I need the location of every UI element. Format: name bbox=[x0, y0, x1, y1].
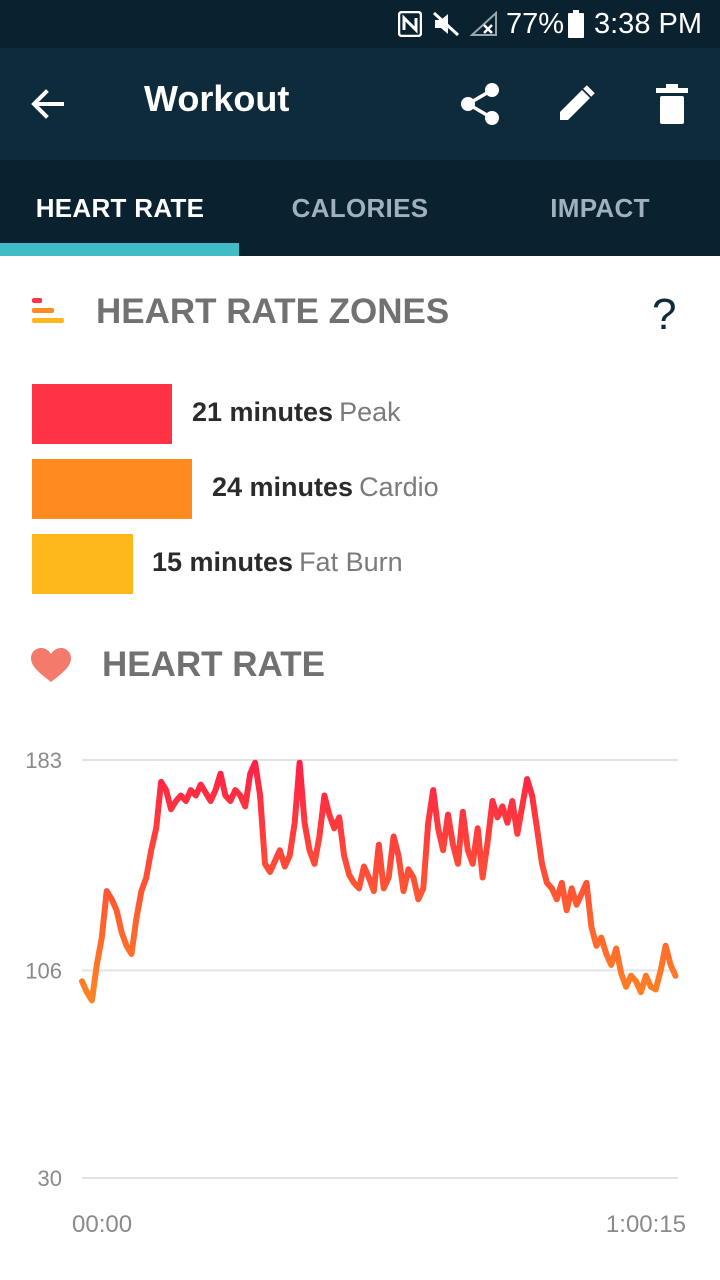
zone-bar-fat-burn bbox=[32, 534, 133, 594]
y-tick-label: 106 bbox=[25, 958, 62, 983]
zone-label-peak: 21 minutes Peak bbox=[192, 397, 401, 428]
heart-rate-title: HEART RATE bbox=[102, 645, 325, 684]
signal-icon bbox=[469, 11, 498, 37]
zone-name: Peak bbox=[339, 397, 401, 427]
status-bar: 77% 3:38 PM bbox=[0, 0, 720, 48]
zone-bar-peak bbox=[32, 384, 172, 444]
heart-icon bbox=[30, 648, 72, 684]
y-tick-label: 183 bbox=[25, 748, 62, 773]
battery-text: 77% bbox=[505, 7, 564, 40]
app-bar: Workout bbox=[0, 48, 720, 160]
active-tab-indicator bbox=[0, 243, 239, 256]
zone-minutes: 21 minutes bbox=[192, 397, 334, 427]
page-title: Workout bbox=[144, 78, 290, 119]
pencil-icon[interactable] bbox=[552, 80, 600, 128]
tab-heart-rate[interactable]: HEART RATE bbox=[35, 192, 205, 223]
y-tick-label: 30 bbox=[38, 1166, 62, 1191]
zone-label-fat-burn: 15 minutes Fat Burn bbox=[152, 547, 403, 578]
zone-minutes: 15 minutes bbox=[152, 547, 294, 577]
zone-label-cardio: 24 minutes Cardio bbox=[212, 472, 439, 503]
trash-icon[interactable] bbox=[648, 80, 696, 128]
nfc-icon bbox=[397, 11, 422, 37]
battery-icon bbox=[568, 10, 584, 38]
zone-name: Fat Burn bbox=[299, 547, 403, 577]
clock: 3:38 PM bbox=[594, 7, 702, 40]
zones-icon bbox=[32, 298, 66, 326]
heart-rate-chart: 183 106 30 00:00 1:00:15 bbox=[25, 748, 686, 1238]
tab-calories[interactable]: CALORIES bbox=[291, 192, 429, 223]
mute-icon bbox=[432, 11, 460, 37]
help-button[interactable]: ? bbox=[652, 290, 677, 339]
back-arrow-icon[interactable] bbox=[26, 82, 70, 126]
tab-impact[interactable]: IMPACT bbox=[550, 192, 650, 223]
x-tick-label: 1:00:15 bbox=[606, 1211, 686, 1238]
zone-bar-cardio bbox=[32, 459, 192, 519]
zone-name: Cardio bbox=[359, 472, 439, 502]
tab-bar: HEART RATE CALORIES IMPACT bbox=[0, 160, 720, 256]
zones-title: HEART RATE ZONES bbox=[96, 292, 450, 331]
zone-minutes: 24 minutes bbox=[212, 472, 354, 502]
x-tick-label: 00:00 bbox=[72, 1211, 132, 1238]
heart-rate-line bbox=[79, 759, 679, 1004]
share-icon[interactable] bbox=[456, 80, 504, 128]
